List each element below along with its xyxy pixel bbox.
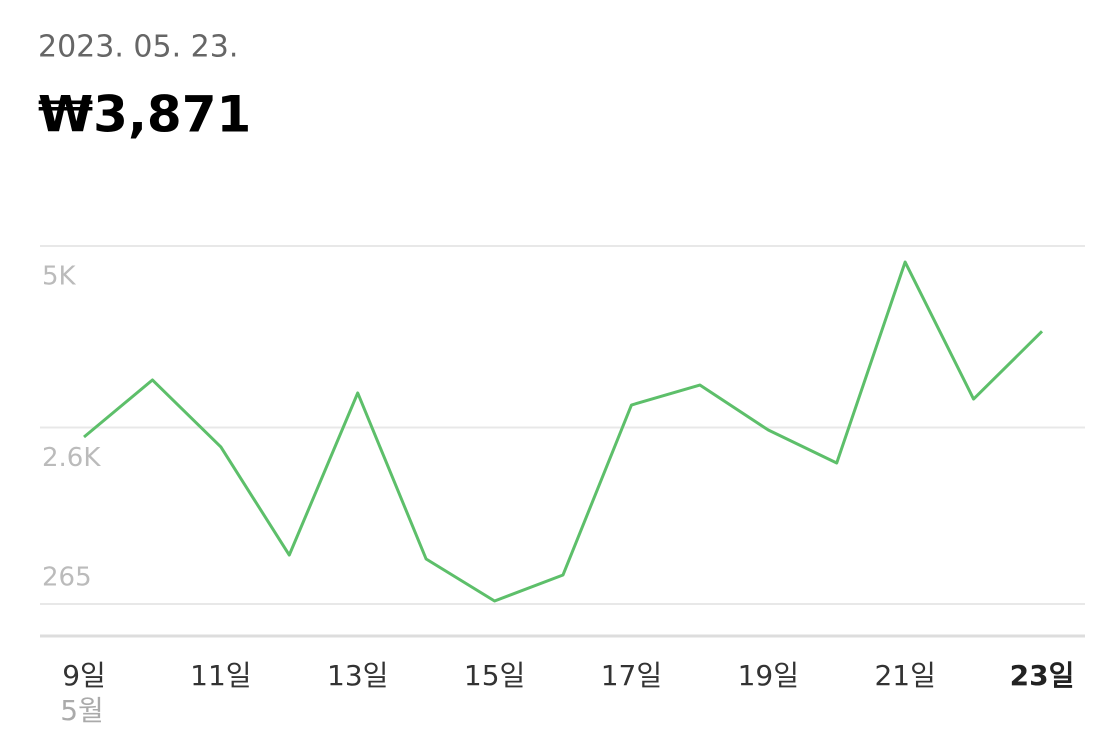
price: ₩3,871	[38, 86, 251, 144]
y-tick-label: 2.6K	[42, 443, 101, 473]
x-tick-label: 21일	[874, 659, 935, 692]
x-tick-label: 19일	[738, 659, 799, 692]
x-tick-label: 11일	[190, 659, 251, 692]
x-tick-label: 17일	[601, 659, 662, 692]
price-line	[83, 260, 1044, 603]
x-tick-label: 9일	[62, 659, 106, 692]
x-tick-label: 13일	[327, 659, 388, 692]
date: 2023. 05. 23.	[38, 30, 238, 65]
x-tick-label: 23일	[1010, 659, 1075, 692]
y-tick-label: 265	[42, 563, 92, 593]
y-tick-label: 5K	[42, 262, 77, 292]
x-tick-label: 15일	[464, 659, 525, 692]
month-label: 5월	[60, 694, 104, 727]
